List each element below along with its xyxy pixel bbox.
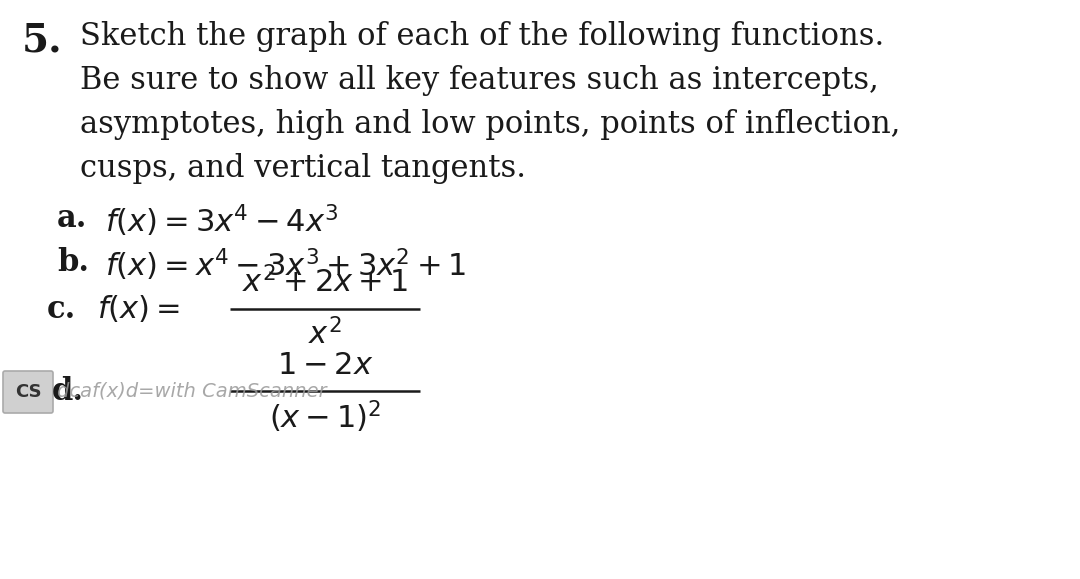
Text: b.: b. [57,247,89,278]
Text: $f(x) = x^4 - 3x^3 + 3x^2 + 1$: $f(x) = x^4 - 3x^3 + 3x^2 + 1$ [105,247,467,284]
Text: $1 - 2x$: $1 - 2x$ [276,350,374,380]
Text: CS: CS [15,383,41,401]
Text: 5.: 5. [22,21,63,59]
Text: asymptotes, high and low points, points of inflection,: asymptotes, high and low points, points … [80,109,901,140]
Text: dcaf(x)d=with CamScanner: dcaf(x)d=with CamScanner [57,382,326,401]
Text: a.: a. [57,203,87,234]
Text: $f(x) = 3x^4 - 4x^3$: $f(x) = 3x^4 - 4x^3$ [105,203,338,240]
Text: Sketch the graph of each of the following functions.: Sketch the graph of each of the followin… [80,21,885,52]
Text: $f(x) = $: $f(x) = $ [97,294,180,324]
Text: $x^2$: $x^2$ [308,319,342,351]
Text: d.: d. [52,376,84,406]
Text: Be sure to show all key features such as intercepts,: Be sure to show all key features such as… [80,65,879,96]
Text: c.: c. [48,294,77,324]
FancyBboxPatch shape [3,371,53,413]
Text: $x^2 + 2x + 1$: $x^2 + 2x + 1$ [242,267,408,299]
Text: cusps, and vertical tangents.: cusps, and vertical tangents. [80,153,526,184]
Text: $(x - 1)^2$: $(x - 1)^2$ [269,399,381,435]
